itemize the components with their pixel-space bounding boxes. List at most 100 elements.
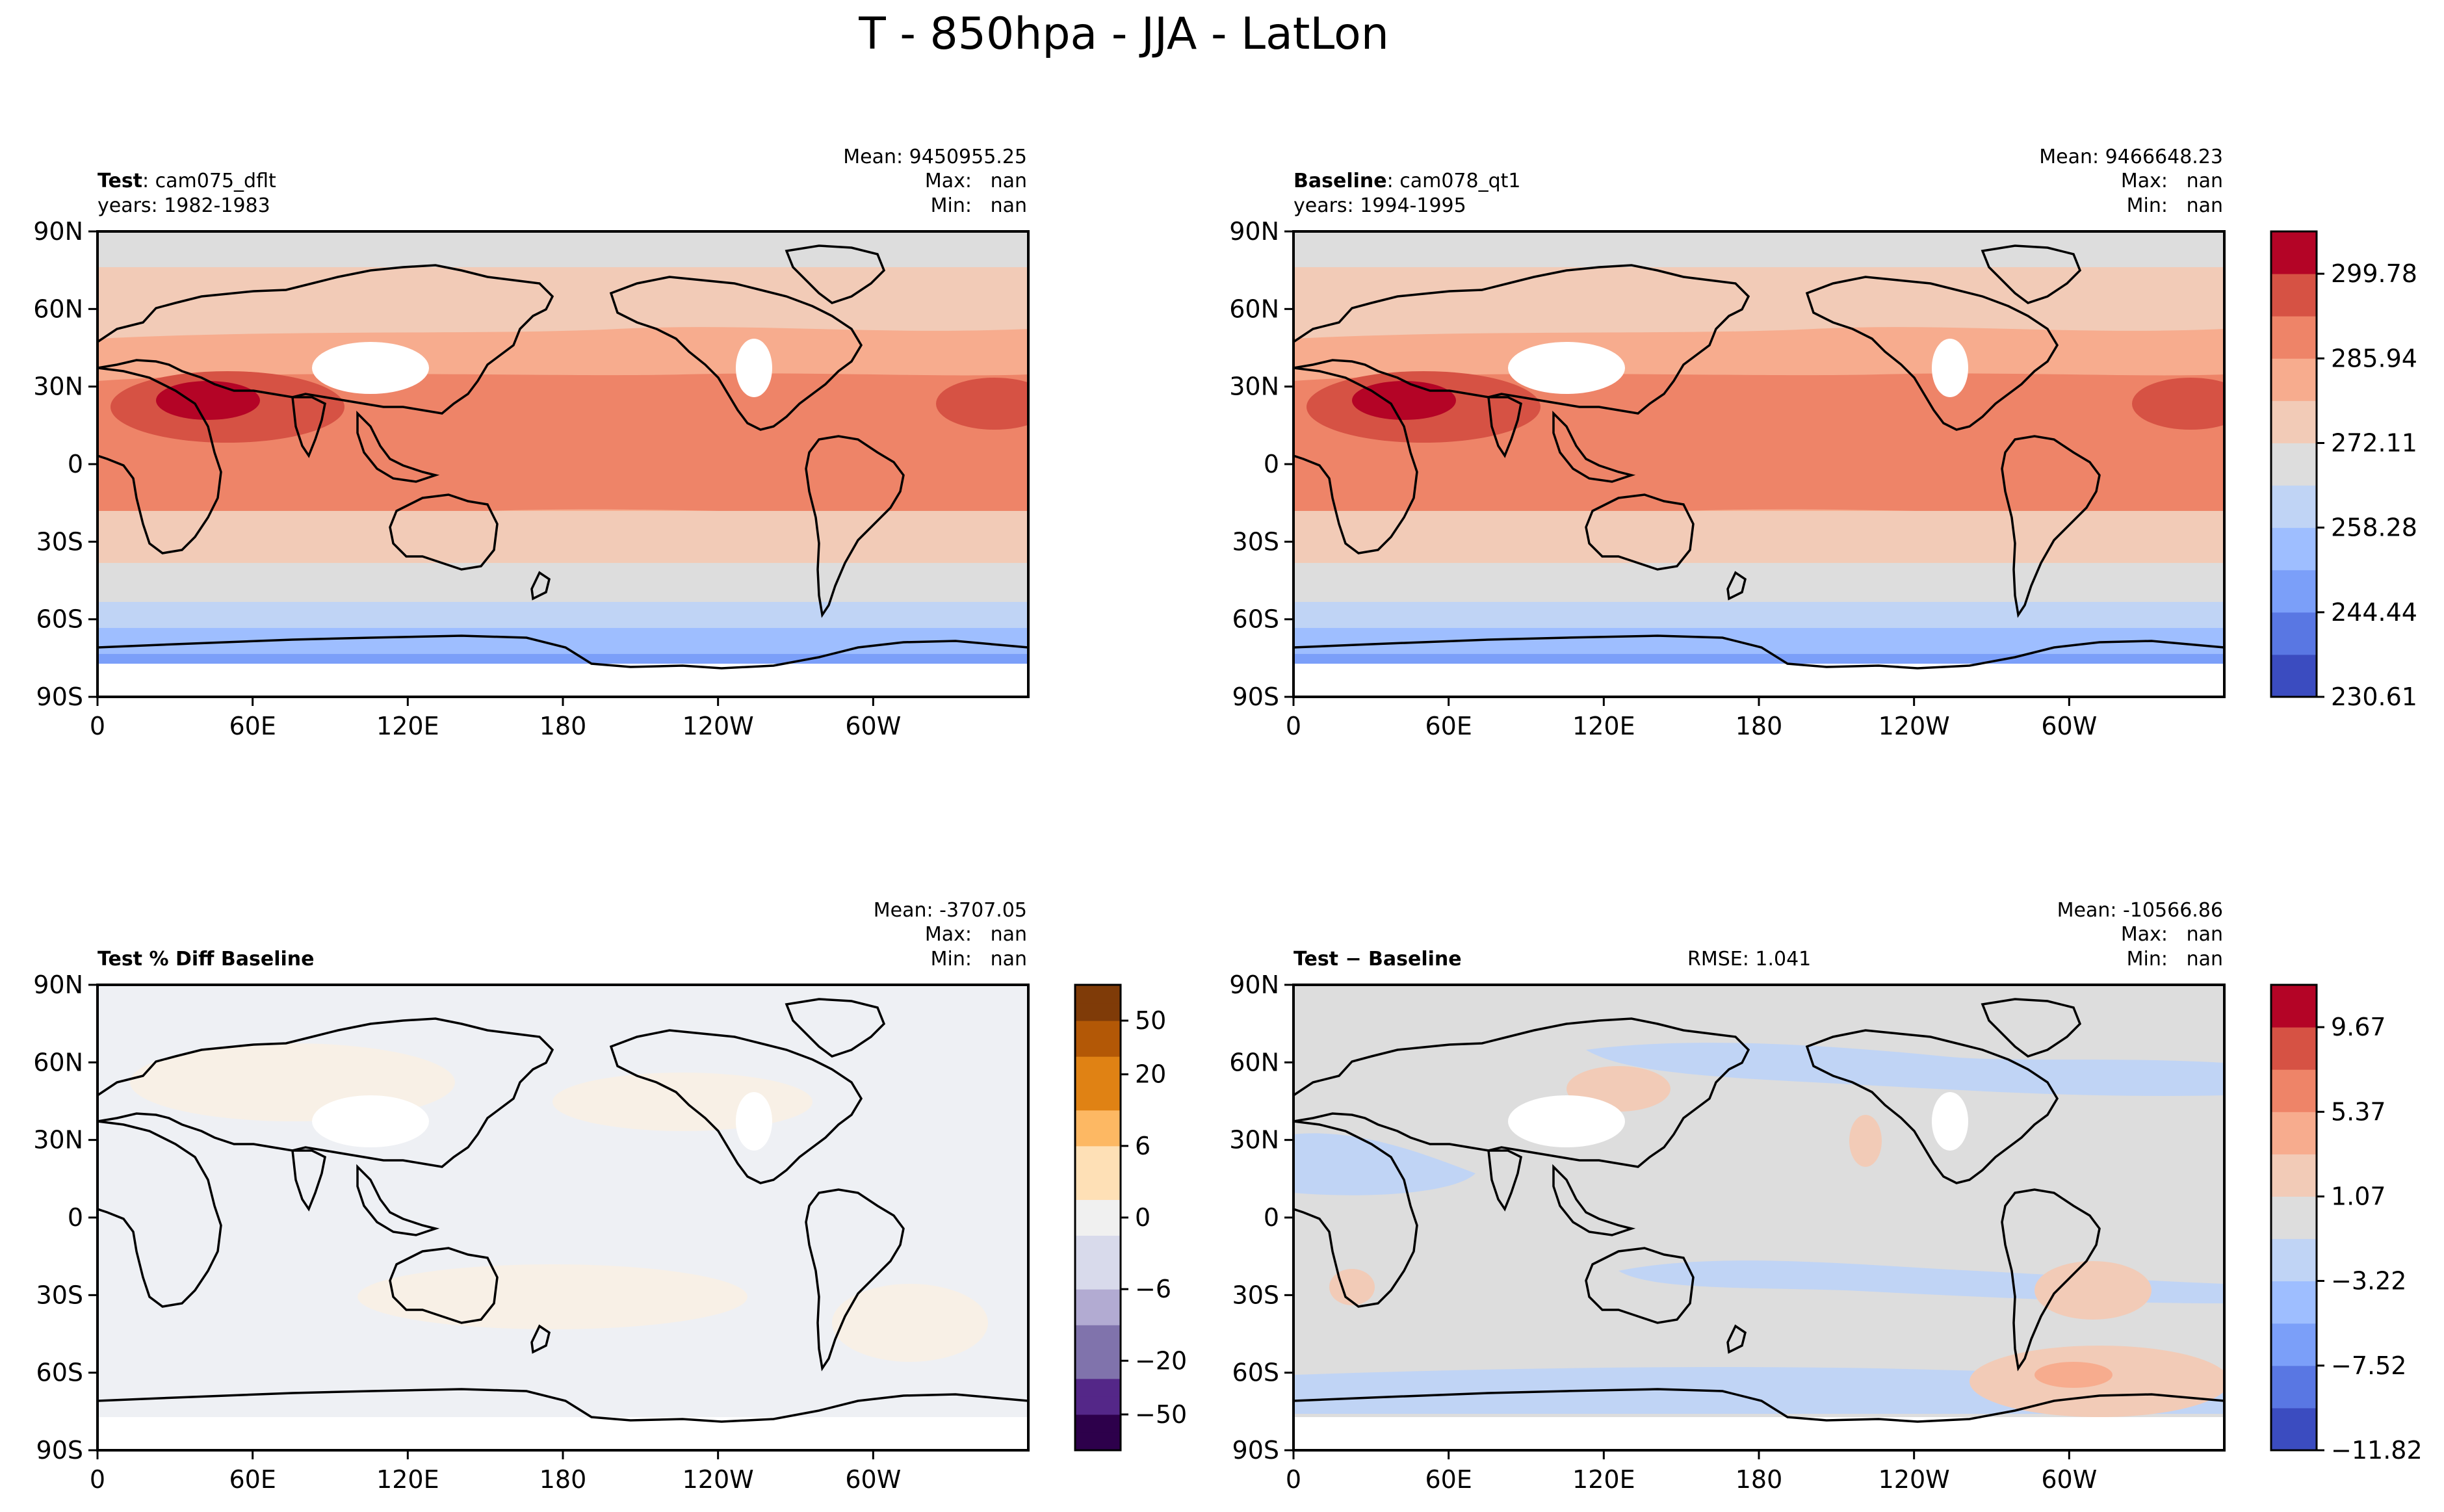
diff-label: Test − Baseline [1294,948,1462,971]
band [1294,267,2224,339]
band [1294,602,2224,628]
land-mask [1508,342,1625,394]
lat-tick-label: 90S [1232,1436,1279,1465]
diff-patch [552,1073,812,1131]
map-test [98,231,1028,697]
test-max: Max: nan [925,170,1027,192]
pctdiff-max: Max: nan [925,923,1027,946]
lat-tick-label: 0 [68,450,83,478]
diff-patch [1849,1115,1882,1167]
land-mask [1508,1095,1625,1147]
lon-tick-label: 120E [376,712,439,740]
colorbar-tick-label: 20 [1135,1060,1166,1089]
land-mask [98,1417,1028,1450]
baseline-years: years: 1994-1995 [1294,194,1466,217]
lat-tick-label: 90S [1232,683,1279,711]
band [98,511,1028,563]
pctdiff-label: Test % Diff Baseline [98,948,315,971]
panel-test [96,230,1030,698]
lat-tick-label: 90N [1229,217,1279,246]
colorbar-tick-label: 272.11 [2331,428,2417,457]
colorbar-segment [1075,1271,1121,1290]
diff-mean: Mean: -10566.86 [2057,899,2223,922]
lon-tick-label: 0 [90,1465,105,1494]
baseline-label: Baseline: cam078_qt1 [1294,170,1521,192]
band [1294,511,2224,563]
lat-tick-label: 30S [1232,1281,1279,1309]
band [1294,563,2224,602]
lat-tick-label: 30S [36,527,83,556]
hotspot [1352,381,1456,420]
colorbar-segment [2271,1365,2317,1409]
map-pctdiff [98,985,1028,1450]
lat-tick-label: 90N [1229,971,1279,999]
colorbar-tick-label: 9.67 [2331,1013,2386,1041]
lon-tick-label: 60W [845,712,901,740]
colorbar-tick-label: 299.78 [2331,259,2417,288]
lat-tick-label: 30N [33,372,83,401]
test-label: Test: cam075_dflt [98,170,276,192]
lon-tick-label: 60W [845,1465,901,1494]
lat-tick-label: 60S [36,605,83,634]
hotspot [2132,378,2224,430]
diff-min: Min: nan [2127,948,2223,971]
colorbar-segment [1075,1432,1121,1451]
lon-tick-label: 60W [2041,712,2097,740]
map-baseline [1294,231,2224,697]
test-min: Min: nan [931,194,1027,217]
lon-tick-label: 180 [1736,1465,1783,1494]
lon-tick-label: 60W [2041,1465,2097,1494]
lon-tick-label: 60E [229,712,276,740]
colorbar-segment [1075,1110,1121,1128]
lon-tick-label: 0 [1286,712,1301,740]
diff-patch [2034,1261,2152,1320]
colorbar-segment [1075,1396,1121,1415]
colorbar-segment [1075,1145,1121,1164]
colorbar-segment [2271,1196,2317,1240]
diff-patch [358,1264,748,1329]
land-mask [312,1095,429,1147]
colorbar-segment [2271,1027,2317,1070]
colorbar-segment [2271,1238,2317,1282]
colorbar-pctdiff: −50 −20 −6 0 6 20 50 [1074,984,1187,1452]
land-mask [312,342,429,394]
colorbar-tick-label: −11.82 [2331,1436,2423,1465]
pctdiff-min: Min: nan [931,948,1027,971]
land-mask [1932,1092,1968,1151]
colorbar-segment [2271,1112,2317,1154]
lon-tick-label: 180 [540,712,587,740]
colorbars: 230.61 244.44 258.28 272.11 285.94 299.78 −11.… [1074,230,2423,1465]
test-mean: Mean: 9450955.25 [843,146,1027,168]
panel-pctdiff [96,984,1030,1452]
baseline-mean: Mean: 9466648.23 [2039,146,2223,168]
band [98,231,1028,267]
figure-title: T - 850hpa - JJA - LatLon [858,8,1389,60]
lon-tick-label: 120W [1878,1465,1950,1494]
colorbar-tick-label: 230.61 [2331,683,2417,711]
lat-tick-label: 30S [36,1281,83,1309]
diff-max: Max: nan [2121,923,2223,946]
colorbar-segment [2271,1281,2317,1324]
diff-patch [2034,1362,2112,1388]
colorbar-segment [1075,1235,1121,1254]
lat-tick-label: 60S [1232,1359,1279,1387]
colorbar-tick-label: −3.22 [2331,1267,2406,1296]
test-years: years: 1982-1983 [98,194,270,217]
colorbar-segment [1075,1218,1121,1236]
colorbar-segment [1075,1361,1121,1379]
land-mask [1294,1417,2224,1450]
colorbar-segment [1075,1092,1121,1111]
lat-tick-label: 0 [1264,1203,1279,1232]
colorbar-segment [2271,231,2317,274]
diff-patch [1294,1133,1476,1195]
lon-tick-label: 60E [229,1465,276,1494]
lat-tick-label: 60N [33,294,83,323]
pctdiff-mean: Mean: -3707.05 [874,899,1027,922]
colorbar-segment [2271,1154,2317,1197]
colorbar-segment [2271,1323,2317,1366]
colorbar-tick-label: −50 [1135,1400,1187,1429]
colorbar-segment [1075,1307,1121,1325]
land-mask [736,1092,772,1151]
colorbar-segment [2271,316,2317,359]
